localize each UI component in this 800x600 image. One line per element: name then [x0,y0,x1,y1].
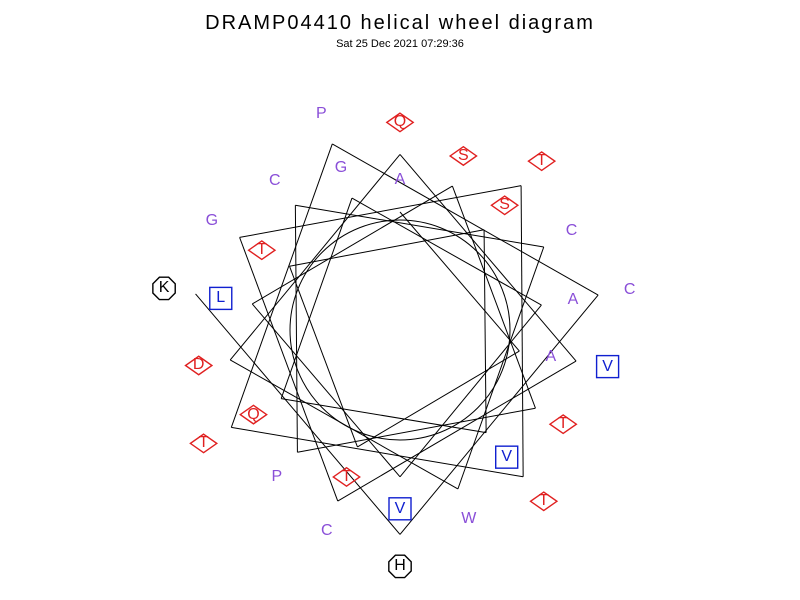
residue-label: T [539,492,549,510]
residue-label: L [216,289,225,307]
residue-label: S [458,147,469,165]
residue-label: K [159,279,170,297]
residue-label: V [395,500,406,518]
residue-label: S [499,196,510,214]
residue-label: T [558,415,568,433]
residue-label: Q [247,406,259,424]
residue-label: T [342,468,352,486]
residue-label: C [624,281,636,299]
residue-label: A [395,171,406,189]
residue-label: V [602,358,613,376]
residue-label: G [206,212,218,230]
residue-label: H [394,557,406,575]
residue-label: P [316,105,327,123]
residue-label: P [271,468,282,486]
residue-label: T [537,152,547,170]
residue-label: C [321,522,333,540]
residue-label: D [193,356,205,374]
residue-label: C [566,222,578,240]
residue-label: W [461,510,476,528]
residue-label: C [269,172,281,190]
residue-label: A [568,291,579,309]
residue-label: T [257,241,267,259]
residue-label: Q [394,113,406,131]
residue-label: G [335,159,347,177]
residue-label: A [546,348,557,366]
residue-label: T [199,434,209,452]
residue-label: V [501,448,512,466]
